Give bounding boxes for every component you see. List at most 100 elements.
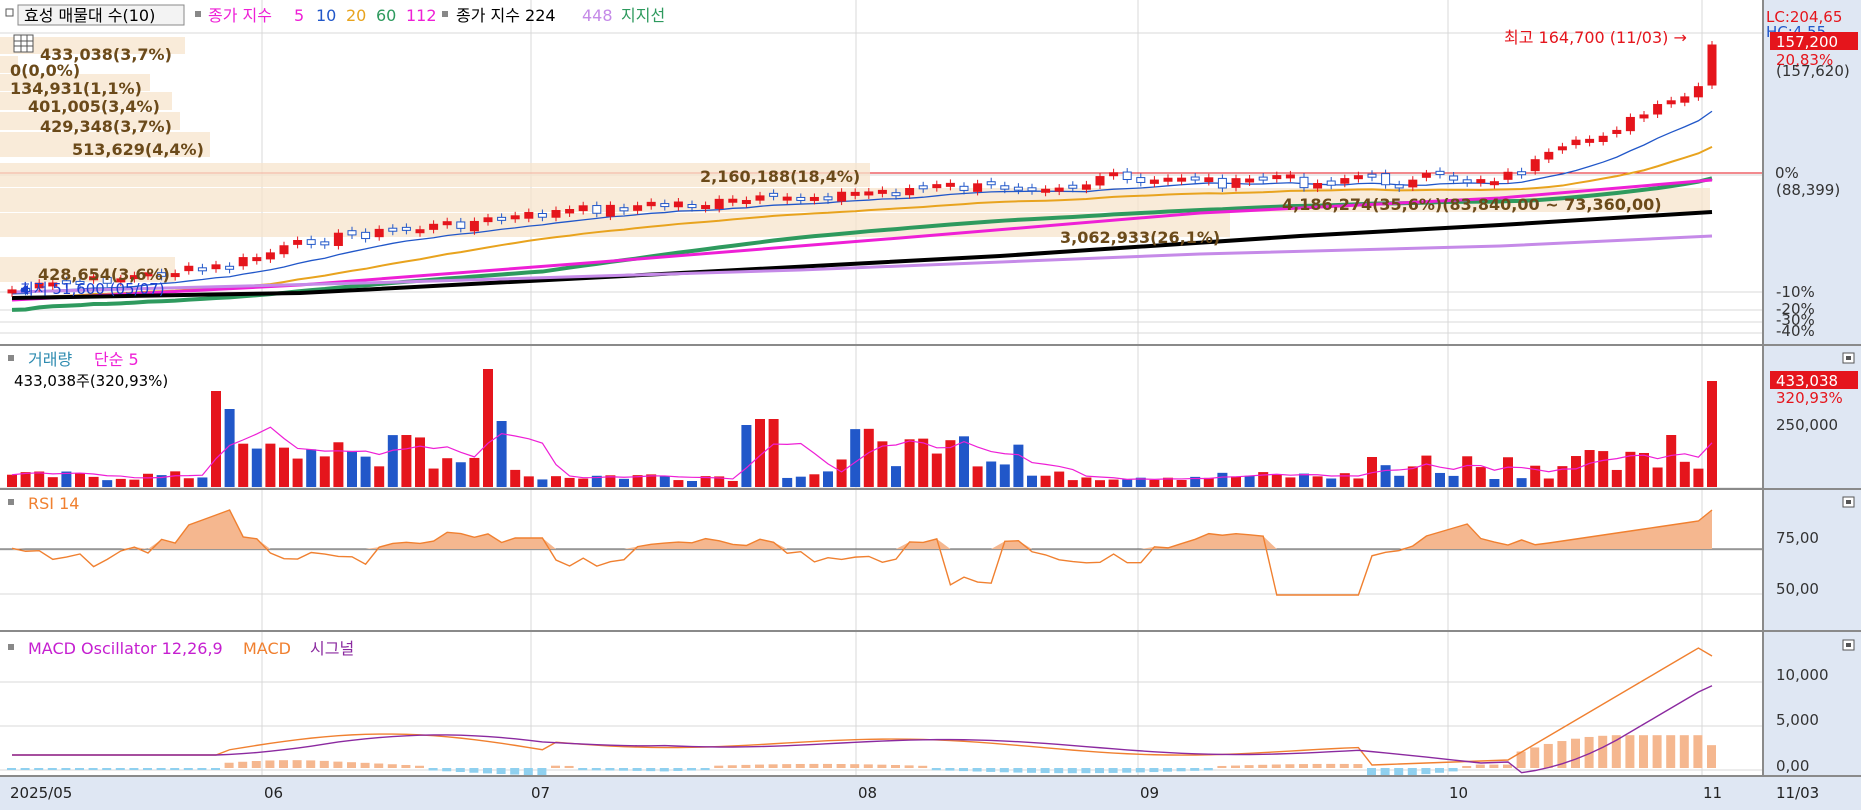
volume-bar (1231, 476, 1241, 487)
volume-profile-band (0, 112, 180, 130)
macd-oscillator-bar (605, 768, 615, 771)
volume-bar (129, 479, 140, 487)
candle-body (510, 215, 520, 220)
stock-title-box[interactable] (17, 4, 185, 26)
macd-oscillator-bar (1203, 768, 1213, 771)
vp-label-6: 513,629(4,4%) (72, 140, 204, 159)
candle-body (1231, 178, 1241, 188)
volume-bar (20, 472, 31, 487)
volume-bar (61, 471, 72, 487)
candle-body (1693, 86, 1703, 98)
macd-oscillator-bar (850, 764, 860, 768)
volume-bar (1040, 475, 1051, 487)
macd-oscillator-bar (836, 764, 846, 768)
macd-oscillator-bar (20, 768, 30, 770)
macd-tick-5000: 5,000 (1776, 711, 1819, 729)
macd-oscillator-bar (1258, 764, 1268, 768)
macd-oscillator-bar (1135, 768, 1145, 773)
candle-body (48, 282, 58, 287)
volume-bar (374, 466, 385, 487)
volume-bar (931, 453, 942, 487)
volume-bar (34, 471, 45, 487)
price-prev: (157,620) (1776, 62, 1850, 80)
macd-oscillator-bar (1652, 735, 1662, 768)
macd-line (12, 647, 1713, 766)
volume-bar (1108, 479, 1119, 487)
volume-bar (1652, 467, 1663, 487)
macd-oscillator-bar (1163, 768, 1172, 772)
candle-body (293, 240, 303, 245)
volume-bar (523, 476, 534, 487)
macd-oscillator-bar (986, 768, 996, 772)
candle-body (320, 241, 330, 246)
collapse-rsi-icon[interactable] (1842, 496, 1855, 508)
macd-oscillator-bar (1122, 768, 1132, 773)
candle-body (1299, 176, 1309, 189)
macd-oscillator-bar (659, 768, 669, 772)
right-axis-area (1763, 0, 1861, 810)
volume-profile-band (0, 132, 210, 157)
macd-oscillator-bar (782, 764, 792, 768)
macd-oscillator-bar (1489, 764, 1499, 768)
candle-body (1585, 138, 1595, 143)
volume-bar (578, 478, 589, 487)
candle-body (918, 185, 928, 190)
volume-profile-band (0, 37, 185, 54)
volume-bar (959, 436, 969, 487)
macd-oscillator-bar (1421, 768, 1431, 775)
volume-bar (1149, 479, 1160, 487)
volume-bar (1394, 475, 1405, 487)
volume-bar (1543, 478, 1554, 487)
candle-body (1612, 129, 1622, 134)
candle-body (1204, 177, 1214, 183)
candle-body (1639, 114, 1649, 119)
volume-bar (442, 458, 453, 487)
macd-oscillator-bar (374, 763, 384, 768)
volume-bar (619, 478, 629, 487)
macd-oscillator-bar (347, 762, 356, 768)
volume-bar (1435, 472, 1445, 487)
macd-oscillator-bar (999, 768, 1009, 773)
volume-bar (415, 437, 425, 487)
macd-oscillator-bar (7, 768, 16, 770)
candle-body (769, 192, 779, 197)
macd-oscillator-bar (1475, 764, 1485, 768)
macd-oscillator-bar (523, 768, 533, 776)
table-icon[interactable] (13, 34, 34, 53)
macd-oscillator-bar (183, 768, 193, 770)
collapse-macd-icon[interactable] (1842, 639, 1855, 651)
volume-bar (292, 458, 303, 487)
macd-oscillator-bar (727, 765, 737, 768)
candle-body (415, 229, 425, 234)
macd-oscillator-bar (578, 768, 588, 771)
macd-oscillator-bar (143, 768, 152, 770)
macd-oscillator-bar (1380, 768, 1390, 776)
candle-body (265, 252, 275, 260)
volume-bar (904, 439, 915, 487)
macd-oscillator-bar (306, 760, 316, 768)
volume-profile-band (0, 56, 18, 73)
vp-label-1: 433,038(3,7%) (40, 45, 172, 64)
volume-bar (972, 466, 983, 487)
macd-oscillator-bar (1679, 735, 1689, 768)
macd-oscillator-bar (1095, 768, 1104, 774)
macd-oscillator-bar (1231, 765, 1240, 768)
macd-oscillator-bar (1407, 768, 1417, 776)
collapse-volume-icon[interactable] (1842, 352, 1855, 364)
macd-oscillator-bar (1285, 764, 1295, 768)
candle-body (1707, 44, 1717, 86)
candle-body (619, 207, 629, 212)
volume-bar (1285, 477, 1296, 487)
volume-bar (727, 480, 738, 487)
candle-body (1394, 184, 1404, 189)
zero-pct-label: 0% (1775, 164, 1799, 182)
macd-oscillator-bar (211, 768, 220, 770)
macd-oscillator-bar (972, 768, 982, 772)
macd-oscillator-bar (238, 761, 248, 768)
x-label-nov: 11 (1703, 784, 1722, 802)
ma-period-10: 10 (316, 6, 336, 25)
x-label-current: 11/03 (1776, 784, 1819, 802)
ma448-line (11, 234, 1713, 294)
candle-body (755, 195, 765, 201)
candle-body (1653, 104, 1663, 115)
